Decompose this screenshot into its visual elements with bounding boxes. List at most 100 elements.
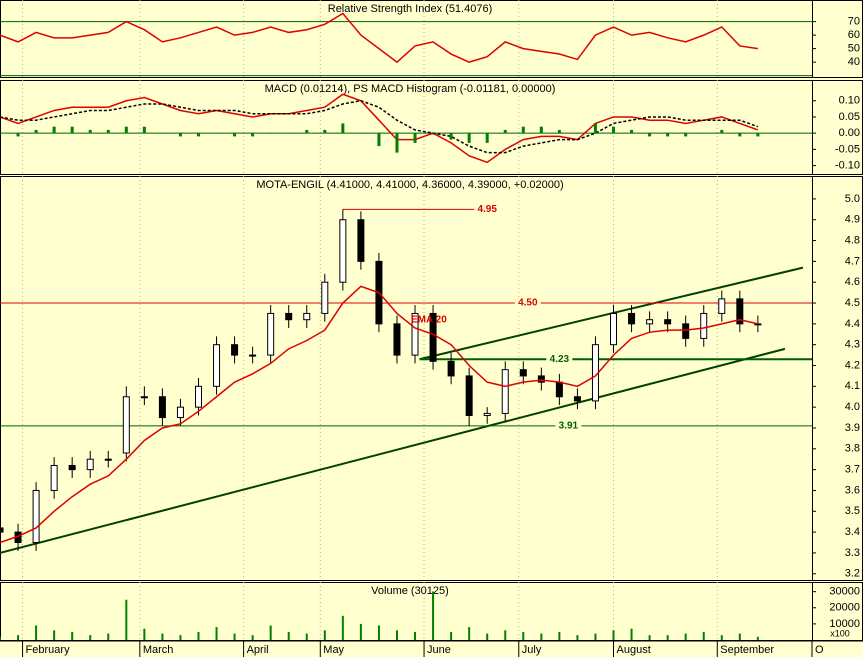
level-label-bg xyxy=(514,297,541,310)
candle-body xyxy=(519,369,527,377)
y-tick-label: 4.5 xyxy=(845,297,860,309)
y-tick-label: 4.6 xyxy=(845,276,860,288)
histogram-bar xyxy=(485,133,489,143)
histogram-bar xyxy=(88,129,92,134)
y-tick-label: 0.00 xyxy=(839,127,860,139)
volume-bar xyxy=(558,631,561,640)
histogram-bar xyxy=(287,133,291,134)
volume-bar xyxy=(450,631,453,640)
x-tick-label: April xyxy=(247,644,269,656)
histogram-bar xyxy=(756,133,760,137)
y-tick-label: 5.0 xyxy=(845,193,860,205)
y-tick-label: 3.9 xyxy=(845,422,860,434)
histogram-bar xyxy=(395,133,399,153)
candle-body xyxy=(628,312,636,325)
histogram-bar xyxy=(124,126,128,134)
volume-bar xyxy=(594,633,597,640)
y-tick-label: 0.10 xyxy=(839,95,860,107)
candle-body xyxy=(393,323,401,356)
y-tick-label: -0.10 xyxy=(835,159,860,171)
volume-bar xyxy=(197,631,200,640)
volume-bar xyxy=(161,633,164,640)
y-tick-label: 4.3 xyxy=(845,339,860,351)
volume-bar xyxy=(251,635,254,640)
histogram-bar xyxy=(575,133,579,134)
volume-bar xyxy=(71,631,74,640)
x-tick-label: September xyxy=(720,644,774,656)
histogram-bar xyxy=(521,126,525,134)
volume-bar xyxy=(720,635,723,640)
level-label-bg xyxy=(555,419,582,432)
candle-body xyxy=(176,406,184,419)
series-line xyxy=(0,285,759,544)
candle-body xyxy=(104,458,112,461)
volume-bar xyxy=(576,635,579,640)
histogram-bar xyxy=(666,133,670,137)
y-tick-label: 40 xyxy=(848,56,860,68)
volume-bar xyxy=(359,623,362,640)
histogram-bar xyxy=(70,126,74,134)
candle-body xyxy=(718,298,726,314)
y-tick-label: 4.7 xyxy=(845,255,860,267)
histogram-bar xyxy=(341,123,345,134)
candle-body xyxy=(213,344,221,387)
volume-bar xyxy=(432,591,435,640)
volume-bar xyxy=(738,633,741,640)
x-tick-label: June xyxy=(427,644,451,656)
volume-bar xyxy=(179,635,182,640)
histogram-bar xyxy=(269,133,273,134)
candle-body xyxy=(573,396,581,402)
candle-body xyxy=(140,396,148,399)
y-tick-label: 10000 xyxy=(829,618,860,630)
candle-body xyxy=(501,369,509,414)
x-tick-label: February xyxy=(26,644,71,656)
candle-body xyxy=(736,298,744,325)
volume-bar xyxy=(89,635,92,640)
y-tick-label: 0.05 xyxy=(839,111,860,123)
candle-body xyxy=(555,381,563,398)
y-tick-label: 70 xyxy=(848,16,860,28)
histogram-bar xyxy=(702,133,706,134)
histogram-bar xyxy=(233,133,237,137)
candle-body xyxy=(465,375,473,416)
series-line xyxy=(0,12,758,64)
histogram-bar xyxy=(178,133,182,137)
histogram-bar xyxy=(539,126,543,134)
histogram-bar xyxy=(34,129,38,134)
y-tick-label: 4.9 xyxy=(845,214,860,226)
volume-bar xyxy=(468,627,471,640)
volume-bar xyxy=(504,630,507,640)
histogram-bar xyxy=(160,133,164,134)
candle-body xyxy=(664,319,672,325)
x-tick-label: O xyxy=(815,644,824,656)
histogram-bar xyxy=(52,126,56,134)
volume-bar xyxy=(215,627,218,640)
histogram-bar xyxy=(0,133,2,134)
x-tick-label: May xyxy=(323,644,344,656)
volume-bar xyxy=(341,615,344,640)
histogram-bar xyxy=(630,129,634,134)
volume-bar xyxy=(323,630,326,640)
y-tick-label: 3.6 xyxy=(845,484,860,496)
candle-body xyxy=(339,219,347,283)
volume-bar xyxy=(377,625,380,640)
candle-body xyxy=(303,312,311,321)
volume-bar xyxy=(17,635,20,640)
volume-bar xyxy=(305,633,308,640)
volume-bar xyxy=(702,631,705,640)
volume-bar xyxy=(269,625,272,640)
candle-body xyxy=(32,489,40,544)
candle-body xyxy=(321,281,329,314)
panel-title: Relative Strength Index (51.4076) xyxy=(328,3,493,15)
volume-bar xyxy=(143,628,146,640)
histogram-bar xyxy=(648,133,652,137)
x-tick-label: March xyxy=(143,644,174,656)
y-tick-label: 4.0 xyxy=(845,401,860,413)
y-tick-label: 50 xyxy=(848,43,860,55)
candle-body xyxy=(285,312,293,321)
histogram-bar xyxy=(196,133,200,137)
y-tick-label: 30000 xyxy=(829,586,860,598)
volume-bar xyxy=(666,635,669,640)
histogram-bar xyxy=(16,133,20,137)
